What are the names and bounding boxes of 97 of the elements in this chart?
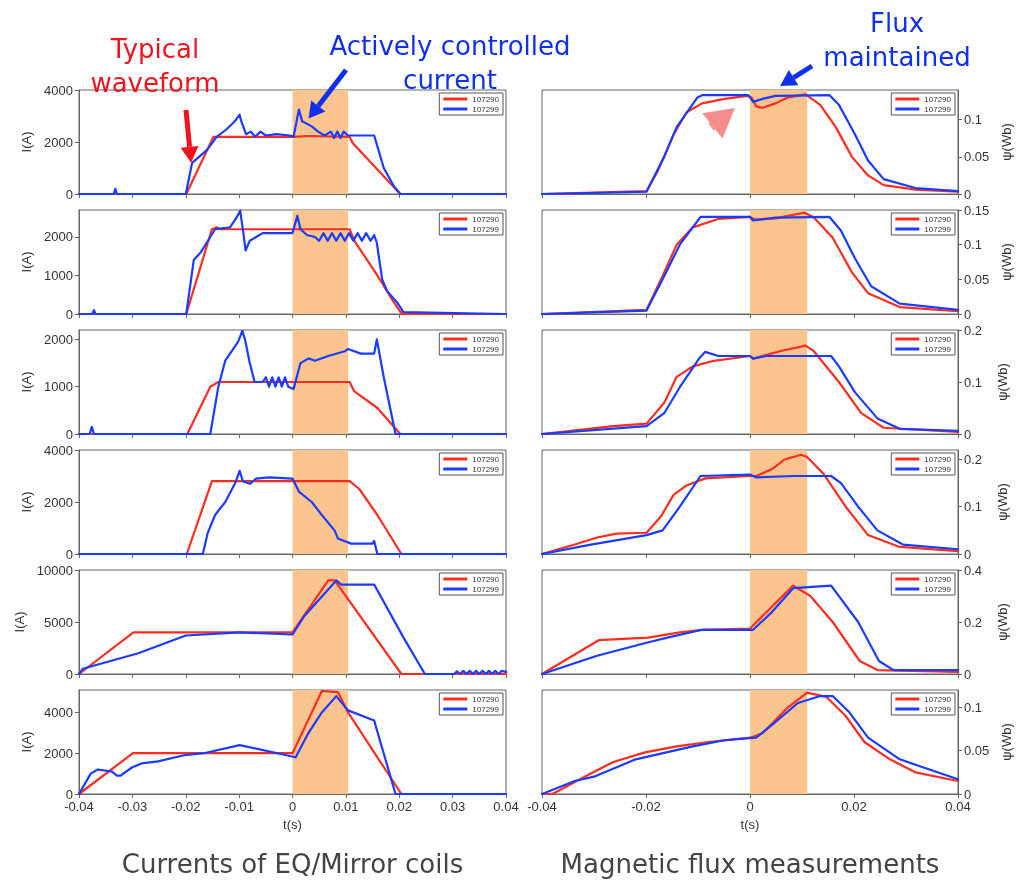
legend-label: 107299 (472, 224, 500, 234)
legend-label: 107299 (472, 104, 500, 114)
y2-tick-label: 0.1 (964, 499, 983, 515)
y-axis-title: I(A) (19, 731, 35, 753)
annotation: Typical waveform (89, 33, 221, 100)
x-tick-label: 0 (746, 799, 754, 814)
x-tick-label: 0 (288, 799, 297, 814)
y-tick-label: 4000 (44, 704, 73, 720)
y2-tick-label: 0.1 (964, 699, 983, 715)
line-series (77, 209, 508, 316)
legend-label: 107299 (924, 104, 952, 114)
legend-label: 107290 (924, 214, 952, 224)
x-tick-label: 0.04 (493, 799, 519, 814)
x-tick-label: 0.01 (333, 799, 359, 814)
x-tick-label: -0.04 (527, 799, 557, 814)
text: Flux maintained (822, 7, 972, 74)
legend-label: 107290 (472, 214, 500, 224)
y2-tick-label: 0.4 (964, 562, 983, 578)
y2-axis-title: ψ(Wb) (999, 243, 1015, 281)
y-axis-title: I(A) (19, 251, 35, 273)
y-tick-label: 2000 (44, 494, 73, 510)
x-tick-label: -0.04 (64, 799, 94, 814)
y-tick-label: 1000 (44, 379, 73, 395)
y-tick-label: 0 (65, 306, 73, 322)
y2-tick-label: 0 (964, 546, 972, 562)
y-tick-label: 0 (65, 786, 73, 802)
y-axis-title: I(A) (19, 491, 35, 513)
x-tick-label: 0.04 (945, 799, 971, 814)
legend-label: 107290 (472, 94, 500, 104)
y2-tick-label: 0 (964, 426, 972, 442)
y-axis-title: I(A) (19, 131, 35, 153)
legend-label: 107290 (924, 454, 952, 464)
x-axis-title: t(s) (283, 816, 302, 832)
x-tick-label: -0.01 (224, 799, 254, 814)
y2-tick-label: 0.2 (964, 451, 983, 467)
y2-tick-label: 0.1 (964, 237, 983, 253)
y2-tick-label: 0.15 (964, 202, 990, 218)
y-tick-label: 5000 (44, 614, 73, 630)
legend-label: 107299 (924, 464, 952, 474)
y2-tick-label: 0.2 (964, 614, 983, 630)
y2-axis-title: ψ(Wb) (995, 363, 1010, 401)
y-tick-label: 1000 (44, 267, 73, 283)
y-tick-label: 0 (65, 186, 73, 202)
line-series (540, 453, 960, 556)
y2-axis-title: ψ(Wb) (999, 123, 1015, 161)
y-tick-label: 0 (65, 426, 73, 442)
legend-label: 107290 (924, 574, 952, 584)
y2-tick-label: 0.05 (964, 271, 990, 287)
legend-label: 107290 (472, 454, 500, 464)
y2-axis-title: ψ(Wb) (995, 603, 1010, 641)
legend-label: 107299 (472, 704, 500, 714)
legend-label: 107299 (924, 584, 952, 594)
y-tick-label: 2000 (44, 229, 73, 245)
y-axis-title: I(A) (11, 611, 27, 633)
y-tick-label: 2000 (44, 331, 73, 347)
text: Magnetic flux measurements (560, 849, 940, 879)
y2-tick-label: 0.05 (964, 743, 990, 759)
line-series (77, 329, 508, 436)
x-tick-label: 0.02 (386, 799, 412, 814)
legend-label: 107299 (924, 704, 952, 714)
y-tick-label: 4000 (44, 82, 73, 98)
legend-label: 107290 (472, 574, 500, 584)
x-tick-label: 0.03 (439, 799, 466, 814)
legend-label: 107290 (924, 94, 952, 104)
y2-tick-label: 0.05 (964, 149, 990, 165)
text: Currents of EQ/Mirror coils (121, 849, 464, 879)
x-tick-label: -0.02 (170, 799, 201, 814)
legend-label: 107290 (924, 694, 952, 704)
y2-tick-label: 0 (964, 666, 972, 682)
y2-axis-title: ψ(Wb) (995, 483, 1010, 521)
y2-tick-label: 0 (964, 306, 972, 322)
y2-tick-label: 0 (964, 186, 972, 202)
y2-tick-label: 0.2 (964, 322, 983, 338)
legend-label: 107299 (472, 464, 500, 474)
x-axis-title: t(s) (740, 816, 760, 832)
y-tick-label: 0 (65, 666, 73, 682)
legend-label: 107290 (924, 334, 952, 344)
y-tick-label: 4000 (44, 442, 73, 458)
x-tick-label: -0.03 (117, 799, 148, 814)
y-tick-label: 2000 (44, 745, 73, 761)
y2-axis-title: ψ(Wb) (999, 723, 1015, 761)
y2-tick-label: 0 (964, 786, 972, 802)
legend-label: 107290 (472, 694, 500, 704)
x-tick-label: -0.02 (631, 799, 661, 814)
legend-label: 107299 (924, 344, 952, 354)
legend-label: 107299 (924, 224, 952, 234)
annotation: Actively controlled current (328, 30, 572, 97)
legend-label: 107299 (472, 584, 500, 594)
y-tick-label: 2000 (44, 134, 73, 150)
y2-tick-label: 0.1 (964, 112, 983, 128)
y2-tick-label: 0.1 (964, 374, 983, 390)
legend-label: 107299 (472, 344, 500, 354)
y-axis-title: I(A) (19, 371, 35, 393)
legend-label: 107290 (472, 334, 500, 344)
y-tick-label: 10000 (36, 562, 73, 578)
y-tick-label: 0 (65, 546, 73, 562)
x-tick-label: 0.02 (841, 799, 867, 814)
